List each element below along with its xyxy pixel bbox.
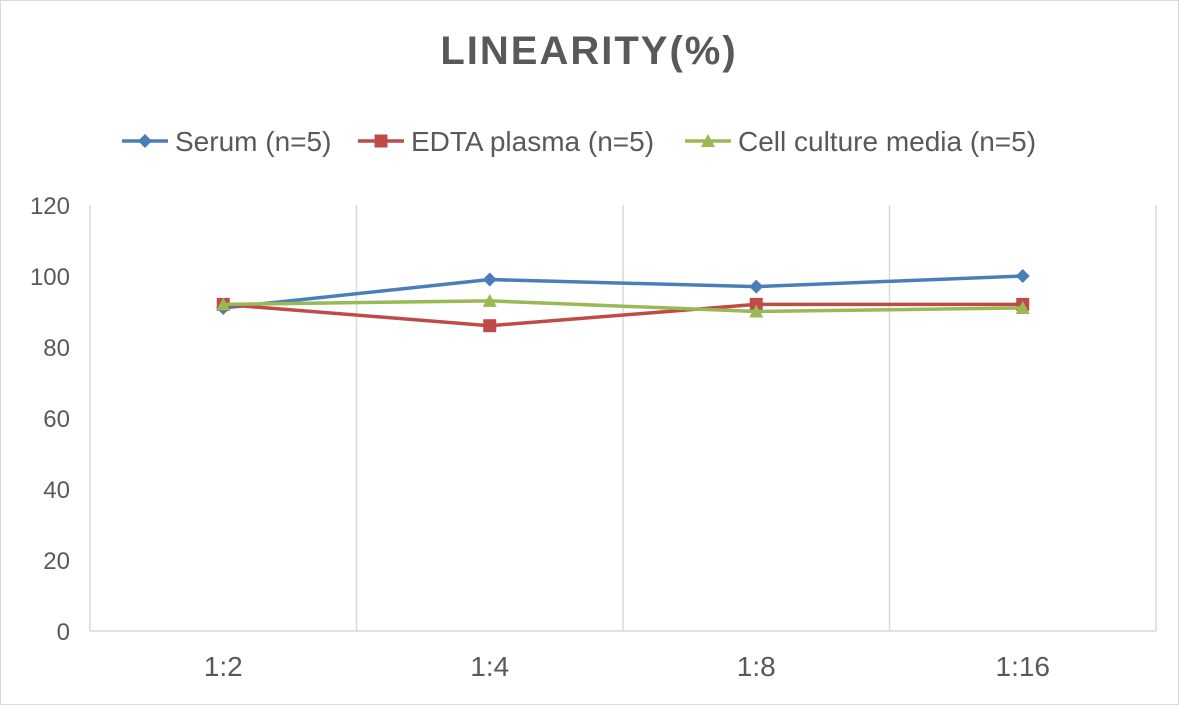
x-tick-label: 1:8 (737, 651, 776, 682)
y-tick-label: 80 (43, 335, 70, 362)
square-marker (749, 297, 763, 311)
triangle-marker (216, 297, 231, 311)
x-tick-label: 1:16 (996, 651, 1051, 682)
legend-item: Cell culture media (n=5) (685, 126, 1036, 157)
legend-label: Serum (n=5) (175, 126, 331, 157)
diamond-marker (482, 272, 497, 287)
series-line (223, 299, 1023, 314)
triangle-marker (1015, 300, 1030, 314)
y-tick-label: 40 (43, 477, 70, 504)
y-tick-label: 0 (57, 619, 70, 646)
legend-label: Cell culture media (n=5) (738, 126, 1036, 157)
legend-label: EDTA plasma (n=5) (411, 126, 654, 157)
diamond-marker (1015, 269, 1030, 283)
triangle-marker (701, 134, 715, 147)
legend-item: Serum (n=5) (122, 126, 331, 157)
y-tick-label: 100 (30, 264, 70, 291)
chart-title: LINEARITY(%) (440, 29, 737, 73)
x-tick-label: 1:4 (470, 651, 509, 682)
y-tick-label: 60 (43, 406, 70, 433)
square-marker (374, 134, 388, 148)
legend-item: EDTA plasma (n=5) (358, 126, 654, 157)
square-marker (483, 319, 497, 333)
y-tick-label: 120 (30, 193, 70, 220)
diamond-marker (138, 134, 152, 148)
series-line (223, 274, 1023, 310)
series-line (223, 302, 1023, 328)
diamond-marker (749, 279, 764, 294)
triangle-marker (482, 293, 497, 307)
x-tick-label: 1:2 (204, 651, 243, 682)
series-2 (216, 293, 1030, 318)
series-0 (216, 269, 1030, 315)
y-tick-label: 20 (43, 548, 70, 575)
triangle-marker (749, 304, 764, 318)
